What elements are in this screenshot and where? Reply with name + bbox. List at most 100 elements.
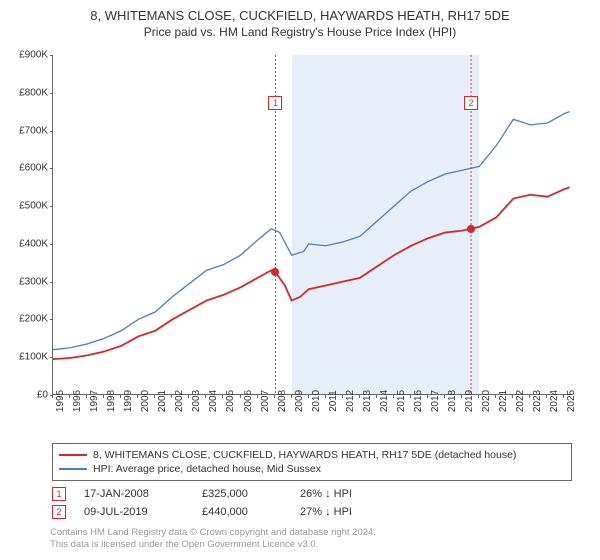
xtick-label: 1999 (123, 390, 134, 412)
sale-marker-box: 2 (464, 96, 478, 110)
sale-row-date: 17-JAN-2008 (84, 488, 184, 500)
xtick-mark (495, 395, 496, 398)
xtick-label: 2023 (532, 390, 543, 412)
xtick-label: 2014 (379, 390, 390, 412)
xtick-label: 1996 (72, 390, 83, 412)
xtick-label: 2022 (515, 390, 526, 412)
xtick-mark (478, 395, 479, 398)
plot-area: 12 (52, 55, 572, 395)
xtick-mark (461, 395, 462, 398)
sale-row-marker: 2 (52, 505, 66, 519)
ytick-label: £500K (12, 201, 48, 212)
xtick-label: 2013 (362, 390, 373, 412)
xtick-mark (444, 395, 445, 398)
legend-row-hpi: HPI: Average price, detached house, Mid … (59, 462, 565, 476)
xtick-label: 2015 (396, 390, 407, 412)
xtick-mark (512, 395, 513, 398)
footer-line1: Contains HM Land Registry data © Crown c… (50, 527, 588, 539)
xtick-mark (325, 395, 326, 398)
xtick-mark (171, 395, 172, 398)
chart-area: 12 £0£100K£200K£300K£400K£500K£600K£700K… (12, 47, 588, 437)
legend-label-hpi: HPI: Average price, detached house, Mid … (93, 463, 321, 475)
xtick-mark (529, 395, 530, 398)
xtick-mark (546, 395, 547, 398)
title-subtitle: Price paid vs. HM Land Registry's House … (12, 25, 588, 39)
ytick-label: £100K (12, 352, 48, 363)
sale-row-price: £440,000 (202, 506, 282, 518)
xtick-label: 2019 (464, 390, 475, 412)
sale-row-marker: 1 (52, 487, 66, 501)
xtick-mark (240, 395, 241, 398)
xtick-mark (120, 395, 121, 398)
xtick-label: 2000 (140, 390, 151, 412)
xtick-label: 2025 (566, 390, 577, 412)
ytick-label: £200K (12, 314, 48, 325)
ytick-label: £300K (12, 276, 48, 287)
line-layer (53, 55, 572, 394)
sale-row-date: 09-JUL-2019 (84, 506, 184, 518)
xtick-label: 2007 (260, 390, 271, 412)
xtick-label: 2012 (345, 390, 356, 412)
xtick-mark (393, 395, 394, 398)
ytick-mark (50, 282, 53, 283)
xtick-mark (137, 395, 138, 398)
xtick-label: 2004 (208, 390, 219, 412)
sale-row: 117-JAN-2008£325,00026% ↓ HPI (52, 485, 572, 503)
xtick-label: 2009 (294, 390, 305, 412)
xtick-label: 2006 (243, 390, 254, 412)
xtick-mark (257, 395, 258, 398)
xtick-label: 2024 (549, 390, 560, 412)
footer-line2: This data is licensed under the Open Gov… (50, 539, 588, 551)
xtick-mark (427, 395, 428, 398)
xtick-mark (274, 395, 275, 398)
ytick-mark (50, 357, 53, 358)
ytick-label: £700K (12, 125, 48, 136)
xtick-label: 2005 (225, 390, 236, 412)
legend-label-property: 8, WHITEMANS CLOSE, CUCKFIELD, HAYWARDS … (93, 449, 516, 461)
sale-marker-box: 1 (268, 96, 282, 110)
series-property (53, 187, 570, 359)
chart-container: 8, WHITEMANS CLOSE, CUCKFIELD, HAYWARDS … (0, 0, 600, 560)
xtick-mark (188, 395, 189, 398)
sale-point (467, 225, 475, 233)
sales-table: 117-JAN-2008£325,00026% ↓ HPI209-JUL-201… (52, 485, 572, 521)
ytick-label: £0 (12, 390, 48, 401)
legend-swatch-hpi (59, 468, 87, 470)
ytick-mark (50, 131, 53, 132)
xtick-mark (410, 395, 411, 398)
ytick-mark (50, 168, 53, 169)
xtick-mark (308, 395, 309, 398)
xtick-mark (154, 395, 155, 398)
series-hpi (53, 112, 570, 350)
xtick-mark (205, 395, 206, 398)
xtick-label: 2018 (447, 390, 458, 412)
xtick-label: 2020 (481, 390, 492, 412)
xtick-mark (376, 395, 377, 398)
xtick-mark (52, 395, 53, 398)
footer: Contains HM Land Registry data © Crown c… (50, 527, 588, 552)
sale-point (271, 268, 279, 276)
xtick-mark (103, 395, 104, 398)
xtick-mark (563, 395, 564, 398)
xtick-mark (86, 395, 87, 398)
xtick-mark (222, 395, 223, 398)
xtick-mark (69, 395, 70, 398)
xtick-label: 2016 (413, 390, 424, 412)
sale-row-price: £325,000 (202, 488, 282, 500)
ytick-label: £400K (12, 238, 48, 249)
xtick-label: 1995 (55, 390, 66, 412)
xtick-label: 2017 (430, 390, 441, 412)
legend-row-property: 8, WHITEMANS CLOSE, CUCKFIELD, HAYWARDS … (59, 448, 565, 462)
ytick-mark (50, 55, 53, 56)
xtick-label: 2001 (157, 390, 168, 412)
ytick-label: £600K (12, 163, 48, 174)
ytick-label: £900K (12, 50, 48, 61)
ytick-mark (50, 244, 53, 245)
sale-row: 209-JUL-2019£440,00027% ↓ HPI (52, 503, 572, 521)
xtick-mark (291, 395, 292, 398)
ytick-mark (50, 93, 53, 94)
xtick-label: 2008 (277, 390, 288, 412)
xtick-label: 1997 (89, 390, 100, 412)
xtick-label: 2010 (311, 390, 322, 412)
xtick-label: 2002 (174, 390, 185, 412)
